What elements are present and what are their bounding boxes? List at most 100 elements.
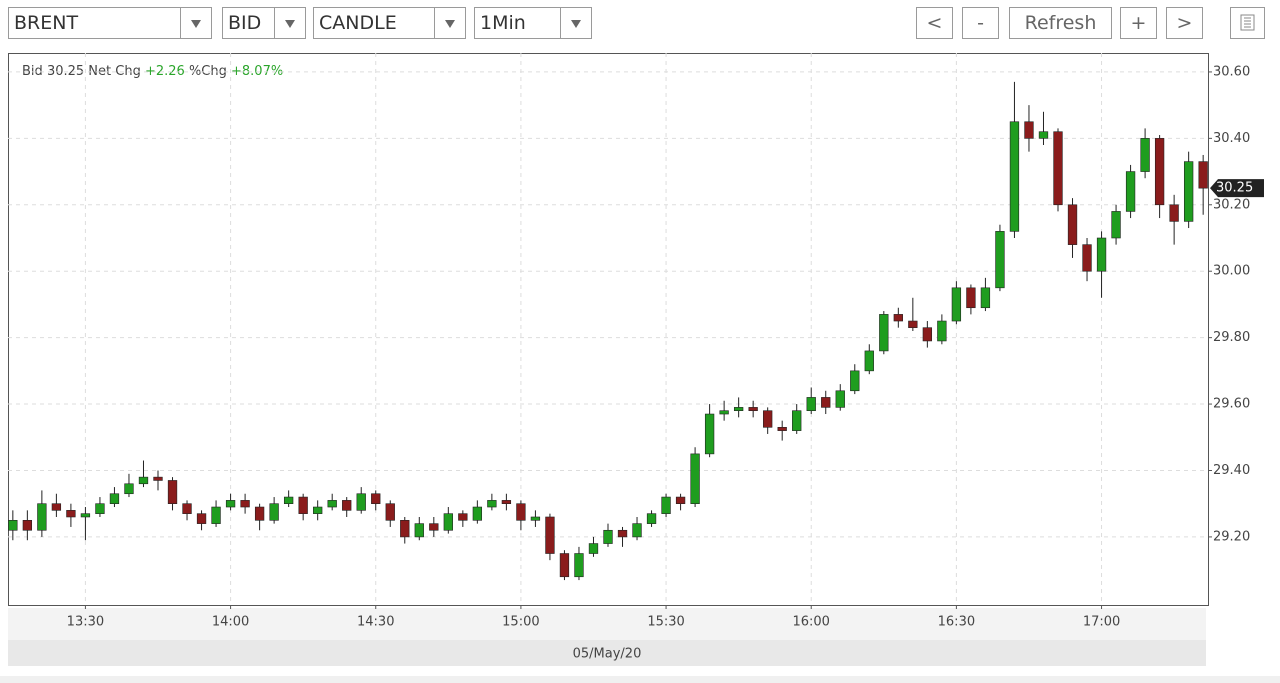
menu-icon [1240, 14, 1255, 31]
candle-body [719, 410, 729, 415]
candle-body [327, 500, 337, 508]
candle-body [22, 520, 33, 531]
candle-body [675, 496, 686, 505]
style-select[interactable]: CANDLE [313, 7, 466, 39]
x-tick-label: 13:30 [67, 615, 104, 630]
candle-body [313, 506, 323, 514]
symbol: BRENT [14, 12, 79, 34]
x-tick-label: 15:00 [502, 615, 539, 630]
candle-body [80, 513, 91, 518]
candle-body [124, 483, 134, 495]
bid-label: Bid [22, 64, 43, 79]
candle-body [545, 516, 555, 554]
x-tick-label: 14:30 [357, 615, 394, 630]
menu-button[interactable] [1230, 7, 1265, 39]
side-select[interactable]: BID [222, 7, 306, 39]
candle-body [182, 503, 192, 514]
candle-body [211, 506, 221, 524]
candle-body [1198, 161, 1208, 189]
candle-body [821, 397, 831, 408]
candle-body [879, 314, 889, 352]
candle-body [704, 413, 715, 455]
candle-body [153, 476, 163, 481]
candle-body [646, 513, 657, 524]
candle-body [690, 453, 700, 505]
interval: 1Min [480, 12, 526, 34]
candle-body [1169, 204, 1179, 222]
candle-body [458, 513, 468, 521]
x-tick-label: 16:30 [938, 615, 975, 630]
candle-body [850, 370, 860, 392]
candle-body [414, 523, 424, 538]
x-axis-bar [8, 608, 1206, 640]
button[interactable]: Refresh [1009, 7, 1112, 39]
button[interactable]: + [1120, 7, 1157, 39]
info-line: Bid 30.25 Net Chg +2.26 %Chg +8.07% [22, 64, 283, 79]
candle-body [443, 513, 453, 531]
candle-body [893, 314, 903, 322]
interval-select[interactable]: 1Min [474, 7, 592, 39]
candle-body [429, 523, 439, 531]
candle-body [748, 407, 758, 412]
button[interactable]: - [962, 7, 999, 39]
candle-body [37, 503, 47, 531]
candle-body [617, 529, 628, 538]
candle-body [777, 427, 787, 431]
candle-body [283, 496, 294, 505]
last-price-tag [1210, 179, 1264, 198]
symbol-select[interactable]: BRENT [8, 7, 212, 39]
candle-body [1111, 211, 1121, 239]
candle-body [66, 510, 76, 518]
button[interactable]: > [1166, 7, 1203, 39]
candle-body [167, 480, 178, 505]
y-tick-label: 29.20 [1213, 529, 1250, 544]
candle-body [937, 320, 947, 342]
net-value: +2.26 [145, 64, 185, 79]
button[interactable]: < [916, 7, 953, 39]
candle-body [51, 503, 62, 511]
candle-body [980, 287, 991, 309]
x-tick-label: 14:00 [212, 615, 249, 630]
candle-body [908, 320, 918, 328]
candle-body [109, 493, 120, 505]
candle-body [1096, 237, 1107, 272]
dropdown-arrow [274, 8, 305, 38]
candle-body [95, 503, 105, 514]
candle-body [516, 503, 526, 521]
candle-body [1053, 131, 1063, 206]
dropdown-arrow [434, 8, 465, 38]
side: BID [228, 12, 262, 34]
candle-body [1067, 204, 1078, 245]
candle-body [385, 503, 395, 521]
candle-body [588, 543, 599, 554]
candle-body [1183, 161, 1194, 222]
candle-body [1009, 121, 1020, 232]
candle-body [1024, 121, 1034, 139]
candle-body [951, 287, 962, 322]
candle-body [138, 476, 149, 485]
candle-body [240, 500, 250, 508]
plot-frame [8, 53, 1209, 606]
candle-body [1125, 171, 1136, 212]
scrollbar [0, 676, 1280, 683]
candle-body [400, 520, 410, 538]
y-tick-label: 30.00 [1213, 264, 1250, 279]
candle-body [574, 553, 584, 578]
candle-body [530, 516, 541, 521]
y-tick-label: 30.60 [1213, 64, 1250, 79]
net-label: Net Chg [88, 64, 141, 79]
candle-body [1140, 138, 1150, 172]
y-tick-label: 29.80 [1213, 330, 1250, 345]
candle-body [661, 496, 671, 514]
pct-value: +8.07% [231, 64, 283, 79]
date-bar [8, 640, 1206, 666]
candle-body [632, 523, 642, 538]
y-tick-label: 29.60 [1213, 397, 1250, 412]
candle-body [1038, 131, 1049, 139]
y-tick-label: 30.40 [1213, 131, 1250, 146]
candle-body [1082, 244, 1092, 272]
last-price-label: 30.25 [1216, 181, 1253, 196]
candle-body [501, 500, 512, 505]
candle-body [792, 410, 802, 431]
